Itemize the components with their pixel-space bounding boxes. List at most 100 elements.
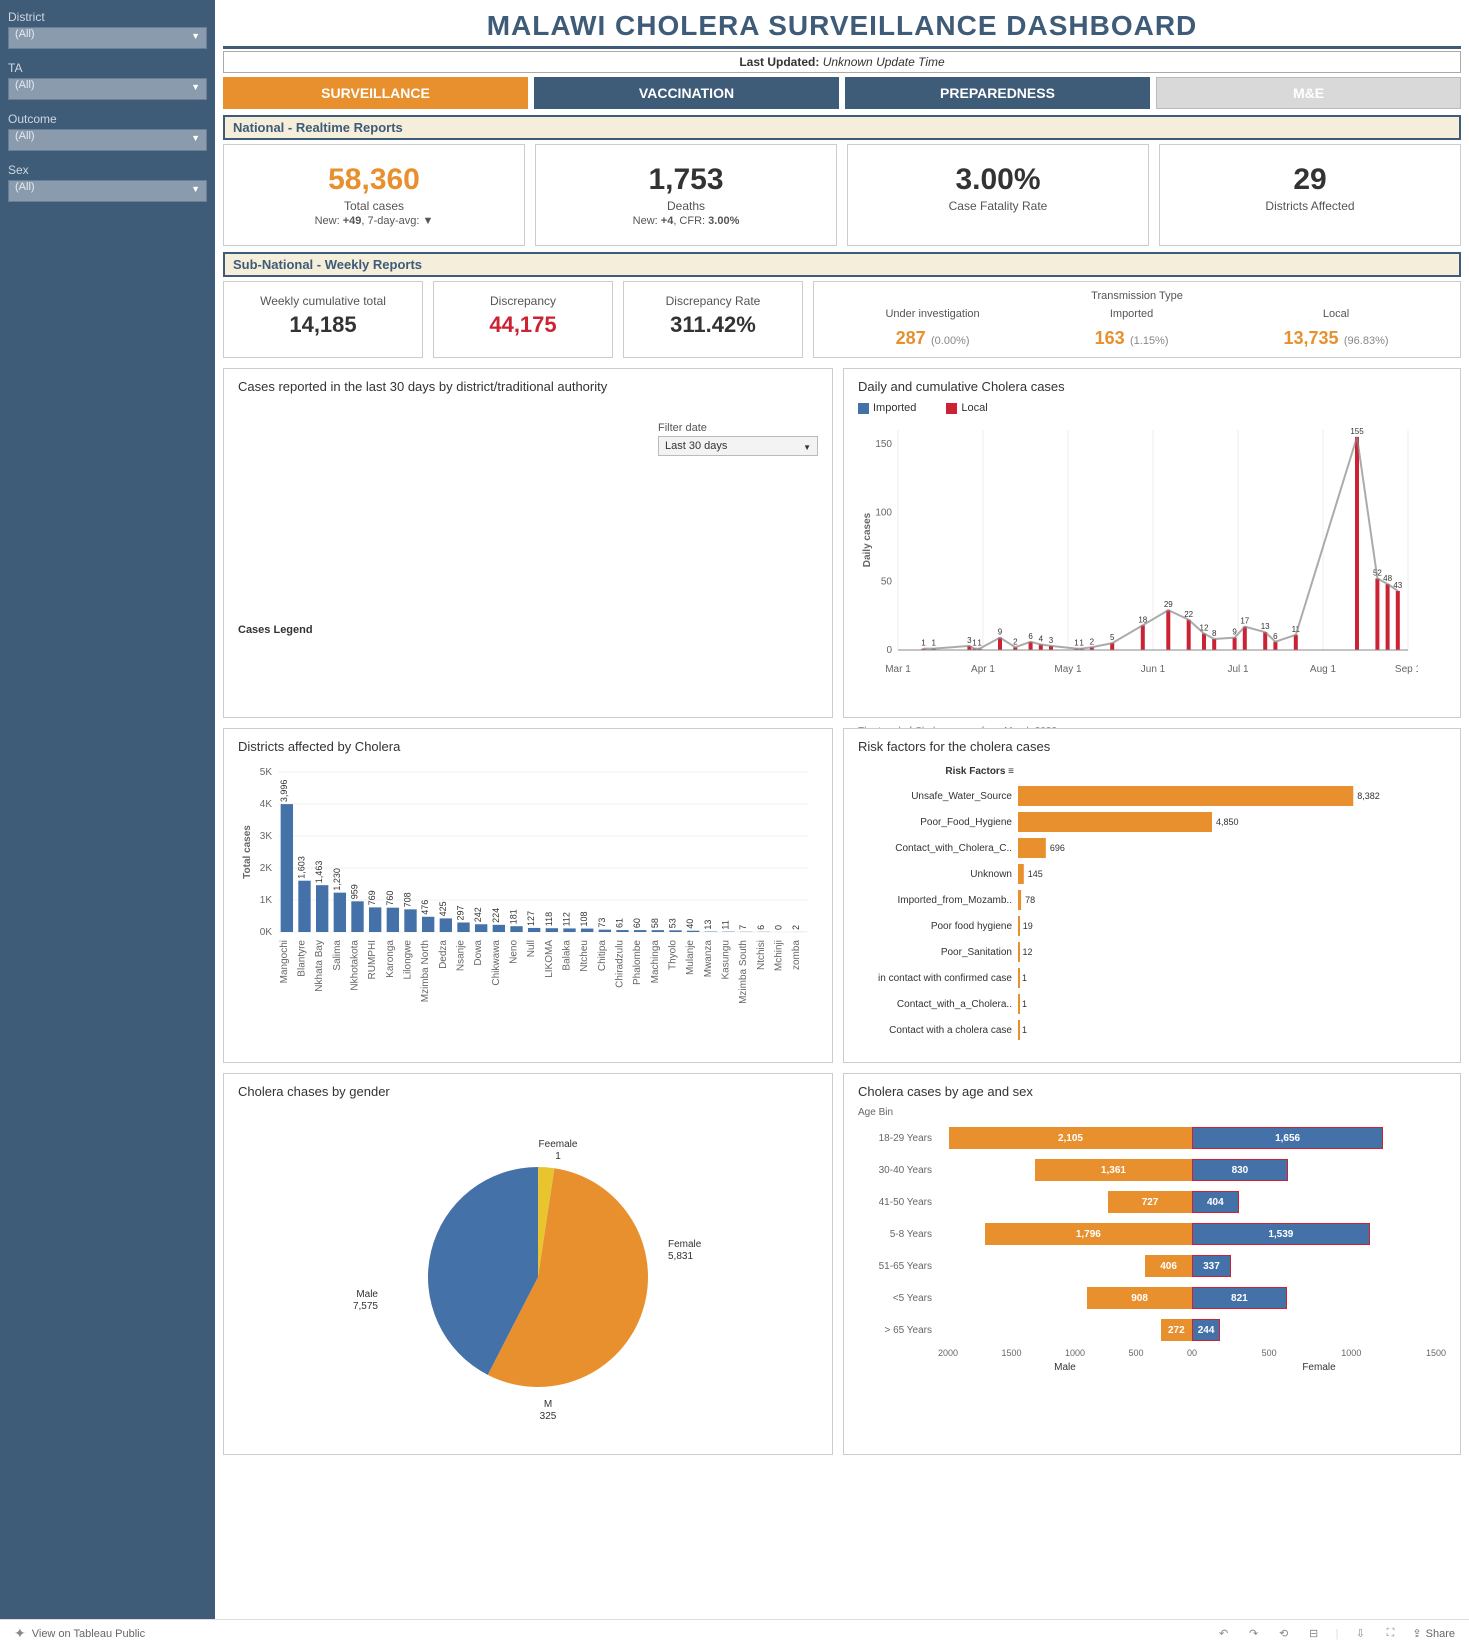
- svg-text:325: 325: [540, 1411, 557, 1422]
- svg-text:Unsafe_Water_Source: Unsafe_Water_Source: [911, 791, 1012, 802]
- svg-text:127: 127: [526, 911, 536, 926]
- age-row: 30-40 Years 1,361 830: [858, 1156, 1446, 1184]
- svg-text:150: 150: [875, 439, 892, 450]
- refresh-icon[interactable]: ⊟: [1306, 1626, 1322, 1642]
- svg-text:5,831: 5,831: [668, 1251, 693, 1262]
- svg-text:959: 959: [350, 884, 360, 899]
- svg-text:29: 29: [1164, 600, 1173, 609]
- section-subnational: Sub-National - Weekly Reports: [223, 252, 1461, 277]
- tab-vaccination[interactable]: VACCINATION: [534, 77, 839, 109]
- tab-surveillance[interactable]: SURVEILLANCE: [223, 77, 528, 109]
- dashboard-title: MALAWI CHOLERA SURVEILLANCE DASHBOARD: [223, 10, 1461, 42]
- panel-title: Risk factors for the cholera cases: [858, 739, 1446, 754]
- svg-text:2: 2: [1013, 637, 1018, 646]
- svg-text:Jul 1: Jul 1: [1227, 664, 1249, 675]
- svg-text:Karonga: Karonga: [385, 940, 396, 978]
- svg-text:4K: 4K: [260, 799, 273, 810]
- filter-date-select[interactable]: Last 30 days: [658, 436, 818, 456]
- risk-panel: Risk factors for the cholera cases Risk …: [843, 728, 1461, 1063]
- svg-text:Salima: Salima: [332, 940, 343, 971]
- svg-text:Null: Null: [526, 940, 537, 957]
- filter-outcome-select[interactable]: (All): [8, 129, 207, 151]
- svg-text:9: 9: [998, 628, 1003, 637]
- svg-text:Chikwawa: Chikwawa: [491, 940, 502, 986]
- revert-icon[interactable]: ⟲: [1276, 1626, 1292, 1642]
- svg-text:1K: 1K: [260, 895, 273, 906]
- filter-district-select[interactable]: (All): [8, 27, 207, 49]
- svg-text:12: 12: [1022, 947, 1032, 957]
- share-icon: ⇪: [1412, 1627, 1421, 1640]
- svg-text:RUMPHI: RUMPHI: [367, 940, 378, 979]
- filter-ta-select[interactable]: (All): [8, 78, 207, 100]
- svg-text:Apr 1: Apr 1: [971, 664, 995, 675]
- svg-text:Contact_with_a_Cholera..: Contact_with_a_Cholera..: [897, 999, 1012, 1010]
- svg-text:Mar 1: Mar 1: [885, 664, 911, 675]
- daily-legend: ImportedLocal: [858, 402, 1446, 414]
- svg-text:Nsanje: Nsanje: [456, 940, 467, 972]
- redo-icon[interactable]: ↷: [1246, 1626, 1262, 1642]
- svg-text:5: 5: [1110, 633, 1115, 642]
- svg-text:Contact_with_Cholera_C..: Contact_with_Cholera_C..: [895, 843, 1012, 854]
- svg-text:19: 19: [1023, 921, 1033, 931]
- svg-text:242: 242: [473, 907, 483, 922]
- age-row: 18-29 Years 2,105 1,656: [858, 1124, 1446, 1152]
- age-bin-label: Age Bin: [858, 1107, 1446, 1118]
- svg-text:1: 1: [977, 639, 982, 648]
- fullscreen-icon[interactable]: ⛶: [1382, 1626, 1398, 1642]
- svg-text:Mzimba North: Mzimba North: [420, 940, 431, 1002]
- svg-text:Ntchisi: Ntchisi: [756, 940, 767, 970]
- filter-sex-select[interactable]: (All): [8, 180, 207, 202]
- filter-date: Filter date Last 30 days: [658, 422, 818, 456]
- panel-title: Daily and cumulative Cholera cases: [858, 379, 1446, 394]
- svg-text:8,382: 8,382: [1357, 791, 1380, 801]
- risk-chart[interactable]: Risk Factors ≡ Unsafe_Water_Source 8,382 Po…: [858, 762, 1446, 1052]
- svg-text:3K: 3K: [260, 831, 273, 842]
- footer-left[interactable]: ✦ View on Tableau Public: [14, 1625, 145, 1642]
- svg-text:53: 53: [668, 918, 678, 928]
- svg-text:Dowa: Dowa: [473, 940, 484, 966]
- svg-text:Ntcheu: Ntcheu: [579, 940, 590, 972]
- svg-text:Sep 1: Sep 1: [1395, 664, 1418, 675]
- age-sex-chart[interactable]: 18-29 Years 2,105 1,656 30-40 Years 1,36…: [858, 1124, 1446, 1444]
- districts-chart[interactable]: 0K1K2K3K4K5KTotal cases3,996Mangochi1,60…: [238, 762, 818, 1052]
- daily-chart[interactable]: 050100150Daily casesMar 1Apr 1May 1Jun 1…: [858, 420, 1446, 720]
- svg-text:LIKOMA: LIKOMA: [544, 940, 555, 978]
- svg-text:Mangochi: Mangochi: [279, 940, 290, 983]
- svg-text:2: 2: [1090, 637, 1095, 646]
- tab-preparedness[interactable]: PREPAREDNESS: [845, 77, 1150, 109]
- svg-text:297: 297: [456, 905, 466, 920]
- share-button[interactable]: ⇪ Share: [1412, 1627, 1455, 1640]
- svg-text:1: 1: [1022, 999, 1027, 1009]
- gender-pie[interactable]: Female5,831Male7,575M325Feemale1: [238, 1107, 818, 1427]
- footer-right: ↶ ↷ ⟲ ⊟ | ⇩ ⛶ ⇪ Share: [1216, 1626, 1455, 1642]
- svg-text:118: 118: [544, 912, 554, 926]
- tab-m&e: M&E: [1156, 77, 1461, 109]
- svg-text:100: 100: [875, 508, 892, 519]
- svg-text:425: 425: [438, 901, 448, 916]
- svg-text:760: 760: [385, 891, 395, 906]
- svg-text:224: 224: [491, 908, 501, 923]
- svg-text:zomba: zomba: [791, 940, 802, 970]
- svg-text:M: M: [544, 1399, 552, 1410]
- last-updated-bar: Last Updated: Unknown Update Time: [223, 51, 1461, 73]
- svg-text:476: 476: [420, 900, 430, 915]
- svg-text:73: 73: [597, 918, 607, 928]
- discrepancy-card: Discrepancy 44,175: [433, 281, 613, 358]
- svg-text:Poor food hygiene: Poor food hygiene: [931, 921, 1013, 932]
- svg-text:0: 0: [886, 645, 892, 656]
- svg-text:Poor_Sanitation: Poor_Sanitation: [941, 947, 1012, 958]
- svg-text:6: 6: [756, 925, 766, 930]
- svg-text:Unknown: Unknown: [970, 869, 1012, 880]
- svg-text:Risk Factors ≡: Risk Factors ≡: [945, 766, 1014, 777]
- undo-icon[interactable]: ↶: [1216, 1626, 1232, 1642]
- cases-legend-label: Cases Legend: [238, 624, 818, 636]
- weekly-total-card: Weekly cumulative total 14,185: [223, 281, 423, 358]
- kpi-row: 58,360 Total cases New: +49, 7-day-avg: …: [223, 144, 1461, 246]
- svg-text:112: 112: [562, 912, 572, 926]
- filter-ta: TA (All): [8, 61, 207, 100]
- svg-text:145: 145: [1028, 869, 1043, 879]
- panel-title: Districts affected by Cholera: [238, 739, 818, 754]
- svg-text:7: 7: [738, 925, 748, 930]
- download-icon[interactable]: ⇩: [1352, 1626, 1368, 1642]
- districts-panel: Districts affected by Cholera 0K1K2K3K4K…: [223, 728, 833, 1063]
